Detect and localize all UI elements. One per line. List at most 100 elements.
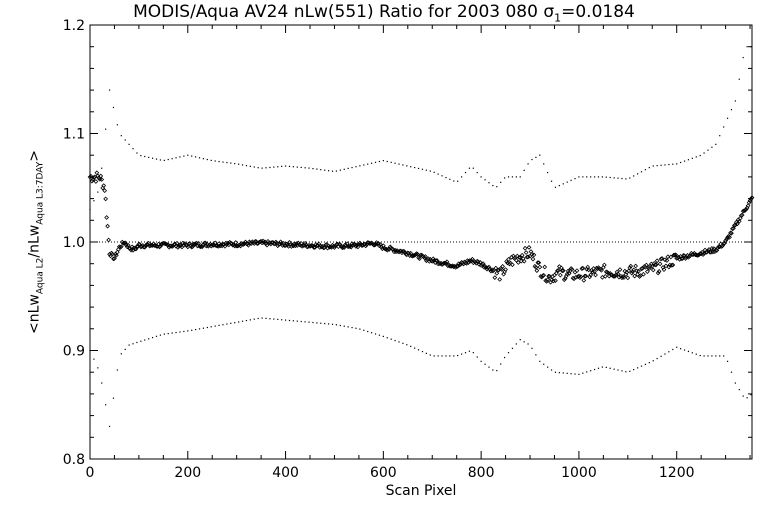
lower-bound-point [437, 355, 439, 357]
lower-bound-point [171, 332, 173, 334]
mean-ratio-point [601, 262, 607, 268]
upper-bound-point [601, 176, 603, 178]
lower-bound-point [464, 352, 467, 354]
upper-bound-point [660, 164, 662, 166]
mean-ratio-point [581, 278, 587, 283]
upper-bound-point [726, 117, 729, 119]
mean-ratio-point [551, 278, 556, 284]
mean-ratio-point [411, 253, 417, 258]
upper-bound-point [636, 173, 639, 175]
upper-bound-point [382, 160, 384, 162]
upper-bound-point [324, 169, 326, 171]
mean-ratio-point [517, 255, 523, 261]
lower-bound-point [124, 348, 126, 351]
lower-bound-point [312, 321, 314, 324]
upper-bound-point [590, 176, 592, 178]
mean-ratio-point [556, 264, 562, 269]
upper-bound-point [711, 146, 713, 148]
ylabel-suffix: > [26, 149, 43, 162]
upper-bound-point [312, 168, 314, 170]
mean-ratio-point [320, 243, 326, 249]
mean-ratio-point [515, 260, 521, 265]
mean-ratio-point [210, 242, 216, 248]
lower-bound-point [132, 343, 134, 345]
upper-bound-point [406, 165, 408, 167]
mean-ratio-point [379, 244, 384, 250]
upper-bound-point [570, 179, 572, 181]
upper-bound-point [425, 169, 427, 171]
lower-bound-point [691, 352, 693, 354]
lower-bound-point [566, 372, 568, 374]
mean-ratio-point [507, 261, 512, 267]
upper-bound-point [253, 166, 255, 168]
upper-bound-point [746, 46, 748, 48]
lower-bound-point [613, 368, 615, 370]
mean-ratio-point [354, 242, 360, 248]
upper-bound-point [265, 167, 267, 169]
lower-bound-point [707, 355, 709, 357]
mean-ratio-point [588, 272, 594, 278]
lower-bound-point [367, 330, 369, 333]
mean-ratio-point [546, 273, 551, 279]
lower-bound-point [116, 369, 118, 371]
upper-bound-point [339, 169, 341, 171]
upper-bound-point [488, 182, 490, 184]
upper-bound-point [613, 177, 615, 179]
lower-bound-point [496, 369, 498, 372]
mean-ratio-point [542, 264, 548, 270]
lower-bound-point [140, 340, 142, 342]
mean-ratio-point [664, 258, 670, 263]
upper-bound-point [374, 161, 377, 163]
y-tick-label: 1.0 [63, 235, 85, 251]
lower-bound-point [726, 360, 729, 362]
upper-bound-point [453, 180, 455, 182]
lower-bound-point [742, 395, 744, 397]
lower-bound-point [711, 355, 713, 357]
lower-bound-point [417, 349, 420, 351]
mean-ratio-point [506, 256, 511, 262]
lower-bound-point [480, 360, 482, 362]
upper-bound-point [402, 164, 404, 166]
lower-bound-point [214, 325, 216, 327]
lower-bound-point [531, 347, 533, 349]
upper-bound-point [226, 161, 228, 164]
upper-bound-point [500, 181, 502, 183]
upper-bound-point [261, 167, 263, 169]
lower-bound-point [504, 356, 506, 359]
upper-bound-point [738, 78, 740, 80]
lower-bound-point [234, 322, 236, 324]
upper-bound-series [89, 46, 752, 211]
upper-bound-point [664, 164, 666, 166]
mean-ratio-point [340, 244, 346, 250]
lower-bound-point [402, 342, 404, 344]
mean-ratio-point [668, 254, 674, 260]
lower-bound-point [331, 323, 334, 325]
mean-ratio-point [641, 271, 646, 277]
upper-bound-point [327, 170, 330, 172]
mean-ratio-point [557, 272, 563, 278]
mean-ratio-point [533, 265, 539, 270]
upper-bound-point [723, 126, 725, 128]
upper-bound-point [273, 166, 275, 168]
mean-ratio-point [106, 237, 111, 243]
mean-ratio-point [413, 252, 418, 257]
lower-bound-point [570, 373, 572, 375]
lower-bound-point [167, 332, 169, 335]
mean-ratio-point [590, 269, 595, 275]
lower-bound-point [108, 425, 111, 428]
upper-bound-point [132, 148, 134, 150]
lower-bound-point [347, 326, 349, 328]
lower-bound-point [327, 323, 330, 325]
mean-ratio-point [580, 265, 586, 271]
lower-bound-point [218, 324, 220, 327]
lower-bound-point [382, 335, 384, 337]
mean-ratio-point [110, 251, 115, 257]
mean-ratio-point [490, 268, 496, 274]
lower-bound-point [202, 327, 205, 329]
mean-ratio-point [700, 252, 706, 257]
upper-bound-point [550, 180, 553, 182]
mean-ratio-point [583, 273, 589, 279]
mean-ratio-point [202, 240, 207, 246]
upper-bound-point [441, 175, 443, 177]
